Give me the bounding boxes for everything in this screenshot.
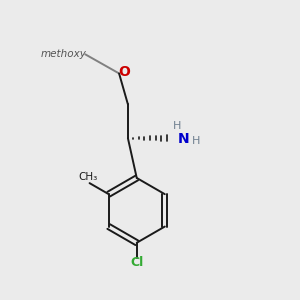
Text: Cl: Cl [130,256,143,269]
Text: H: H [173,121,182,131]
Text: methoxy: methoxy [41,49,87,59]
Text: O: O [118,65,130,79]
Text: H: H [192,136,200,146]
Text: CH₃: CH₃ [79,172,98,182]
Text: N: N [178,132,190,146]
